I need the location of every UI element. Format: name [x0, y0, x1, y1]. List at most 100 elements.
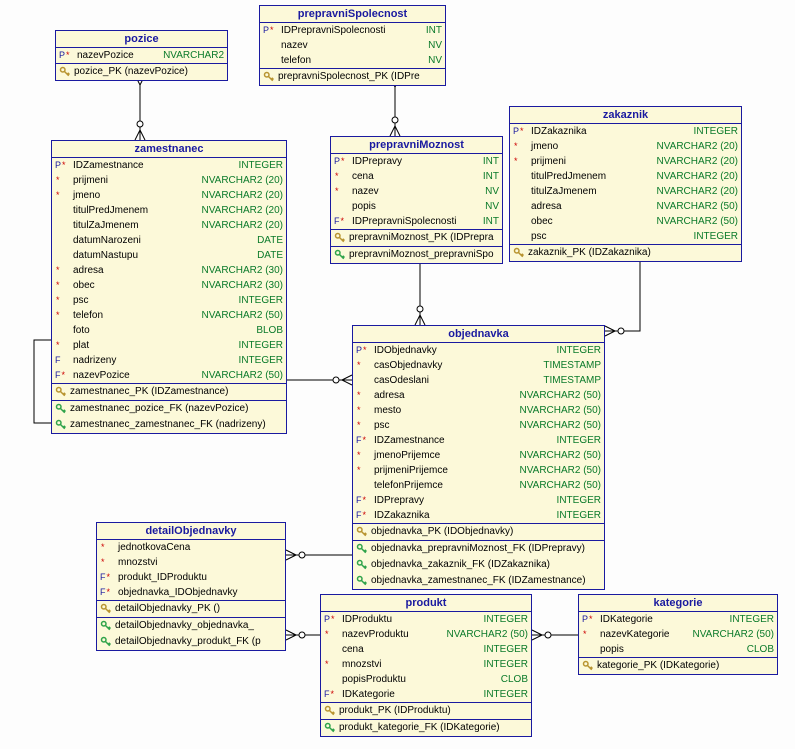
attr-section: P*IDObjednavkyINTEGER*casObjednavkyTIMES… — [353, 343, 604, 524]
attr-type: NV — [479, 200, 499, 213]
attr-row: nazevNV — [260, 38, 445, 53]
fk-row: zamestnanec_zamestnanec_FK (nadrizeny) — [52, 417, 286, 433]
entity-zakaznik: zakaznikP*IDZakaznikaINTEGER*jmenoNVARCH… — [509, 106, 742, 262]
pk-text: prepravniSpolecnost_PK (IDPre — [278, 70, 420, 84]
attr-row: cenaINTEGER — [321, 642, 531, 657]
attr-type: NVARCHAR2 (20) — [196, 174, 284, 187]
attr-row: *telefonNVARCHAR2 (50) — [52, 308, 286, 323]
attr-row: popisProduktuCLOB — [321, 672, 531, 687]
attr-name: jmeno — [531, 140, 651, 153]
attr-row: P*IDKategorieINTEGER — [579, 612, 777, 627]
attr-row: *nazevNV — [331, 184, 502, 199]
pk-key-icon — [100, 603, 112, 615]
fk-text: produkt_kategorie_FK (IDKategorie) — [339, 721, 500, 735]
attr-row: P*IDZamestnanceINTEGER — [52, 158, 286, 173]
attr-row: datumNarozeniDATE — [52, 233, 286, 248]
attr-row: *mnozstviINTEGER — [321, 657, 531, 672]
attr-type: INT — [477, 215, 499, 228]
attr-name: nadrizeny — [73, 354, 233, 367]
attr-row: *casObjednavkyTIMESTAMP — [353, 358, 604, 373]
pk-key-icon — [59, 66, 71, 78]
attr-row: titulPredJmenemNVARCHAR2 (20) — [510, 169, 741, 184]
entity-detailObjednavky: detailObjednavky*jednotkovaCena*mnozstvi… — [96, 522, 286, 651]
attr-name: IDProduktu — [342, 613, 478, 626]
attr-type: NVARCHAR2 (30) — [196, 264, 284, 277]
attr-name: IDKategorie — [600, 613, 724, 626]
attr-row: *prijmeniPrijemceNVARCHAR2 (50) — [353, 463, 604, 478]
fk-key-icon — [334, 249, 346, 261]
attr-type: NVARCHAR2 — [157, 49, 224, 62]
attr-type: INTEGER — [688, 230, 738, 243]
attr-row: telefonNV — [260, 53, 445, 68]
attr-row: *prijmeniNVARCHAR2 (20) — [52, 173, 286, 188]
attr-row: *cenaINT — [331, 169, 502, 184]
attr-row: pscINTEGER — [510, 229, 741, 244]
attr-type: NVARCHAR2 (30) — [196, 279, 284, 292]
pk-section: prepravniMoznost_PK (IDPrepra — [331, 230, 502, 247]
attr-name: IDPrepravniSpolecnosti — [281, 24, 420, 37]
attr-type: NVARCHAR2 (20) — [651, 140, 739, 153]
attr-name: datumNarozeni — [73, 234, 251, 247]
entity-produkt: produktP*IDProduktuINTEGER*nazevProduktu… — [320, 594, 532, 737]
fk-key-icon — [356, 559, 368, 571]
entity-pozice: poziceP*nazevPoziceNVARCHAR2pozice_PK (n… — [55, 30, 228, 81]
attr-type: DATE — [251, 234, 283, 247]
attr-section: P*IDPrepravniSpolecnostiINTnazevNVtelefo… — [260, 23, 445, 69]
attr-name: obec — [531, 215, 651, 228]
attr-row: *platINTEGER — [52, 338, 286, 353]
attr-row: F*IDPrepravyINTEGER — [353, 493, 604, 508]
attr-type: NVARCHAR2 (20) — [651, 155, 739, 168]
attr-section: *jednotkovaCena*mnozstviF*produkt_IDProd… — [97, 540, 285, 601]
pk-key-icon — [582, 660, 594, 672]
pk-section: zakaznik_PK (IDZakaznika) — [510, 245, 741, 261]
attr-name: nazev — [281, 39, 422, 52]
attr-row: *nazevKategorieNVARCHAR2 (50) — [579, 627, 777, 642]
fk-text: zamestnanec_zamestnanec_FK (nadrizeny) — [70, 418, 266, 432]
attr-row: *jmenoNVARCHAR2 (20) — [52, 188, 286, 203]
attr-name: cena — [352, 170, 477, 183]
fk-row: produkt_kategorie_FK (IDKategorie) — [321, 720, 531, 736]
attr-name: prijmeni — [73, 174, 196, 187]
attr-type: INTEGER — [478, 688, 528, 701]
attr-name: psc — [374, 419, 514, 432]
attr-type: INTEGER — [551, 344, 601, 357]
entity-objednavka: objednavkaP*IDObjednavkyINTEGER*casObjed… — [352, 325, 605, 590]
pk-section: pozice_PK (nazevPozice) — [56, 64, 227, 80]
attr-type: BLOB — [250, 324, 283, 337]
attr-type: INT — [420, 24, 442, 37]
attr-name: prijmeni — [531, 155, 651, 168]
attr-type: NVARCHAR2 (50) — [514, 479, 602, 492]
attr-name: foto — [73, 324, 250, 337]
attr-name: casObjednavky — [374, 359, 537, 372]
fk-section: objednavka_prepravniMoznost_FK (IDPrepra… — [353, 541, 604, 589]
attr-row: *jmenoNVARCHAR2 (20) — [510, 139, 741, 154]
attr-type: TIMESTAMP — [537, 374, 601, 387]
fk-text: objednavka_zakaznik_FK (IDZakaznika) — [371, 558, 550, 572]
fk-text: prepravniMoznost_prepravniSpo — [349, 248, 494, 262]
fk-row: objednavka_zakaznik_FK (IDZakaznika) — [353, 557, 604, 573]
attr-name: adresa — [73, 264, 196, 277]
attr-row: *adresaNVARCHAR2 (50) — [353, 388, 604, 403]
attr-type: INTEGER — [478, 613, 528, 626]
attr-type: NVARCHAR2 (50) — [514, 419, 602, 432]
attr-row: P*IDObjednavkyINTEGER — [353, 343, 604, 358]
fk-key-icon — [55, 419, 67, 431]
attr-name: nazevPozice — [77, 49, 157, 62]
pk-row: prepravniMoznost_PK (IDPrepra — [331, 230, 502, 246]
attr-type: INTEGER — [233, 354, 283, 367]
attr-name: titulZaJmenem — [73, 219, 196, 232]
attr-name: IDZamestnance — [73, 159, 233, 172]
attr-type: INTEGER — [551, 434, 601, 447]
attr-name: popisProduktu — [342, 673, 495, 686]
attr-section: P*nazevPoziceNVARCHAR2 — [56, 48, 227, 64]
pk-text: produkt_PK (IDProduktu) — [339, 704, 451, 718]
attr-name: telefon — [281, 54, 422, 67]
entity-title: prepravniMoznost — [331, 137, 502, 154]
attr-name: cena — [342, 643, 478, 656]
fk-row: zamestnanec_pozice_FK (nazevPozice) — [52, 401, 286, 417]
attr-row: P*IDPrepravyINT — [331, 154, 502, 169]
attr-name: titulPredJmenem — [73, 204, 196, 217]
attr-row: *jmenoPrijemceNVARCHAR2 (50) — [353, 448, 604, 463]
attr-name: datumNastupu — [73, 249, 251, 262]
attr-name: titulPredJmenem — [531, 170, 651, 183]
